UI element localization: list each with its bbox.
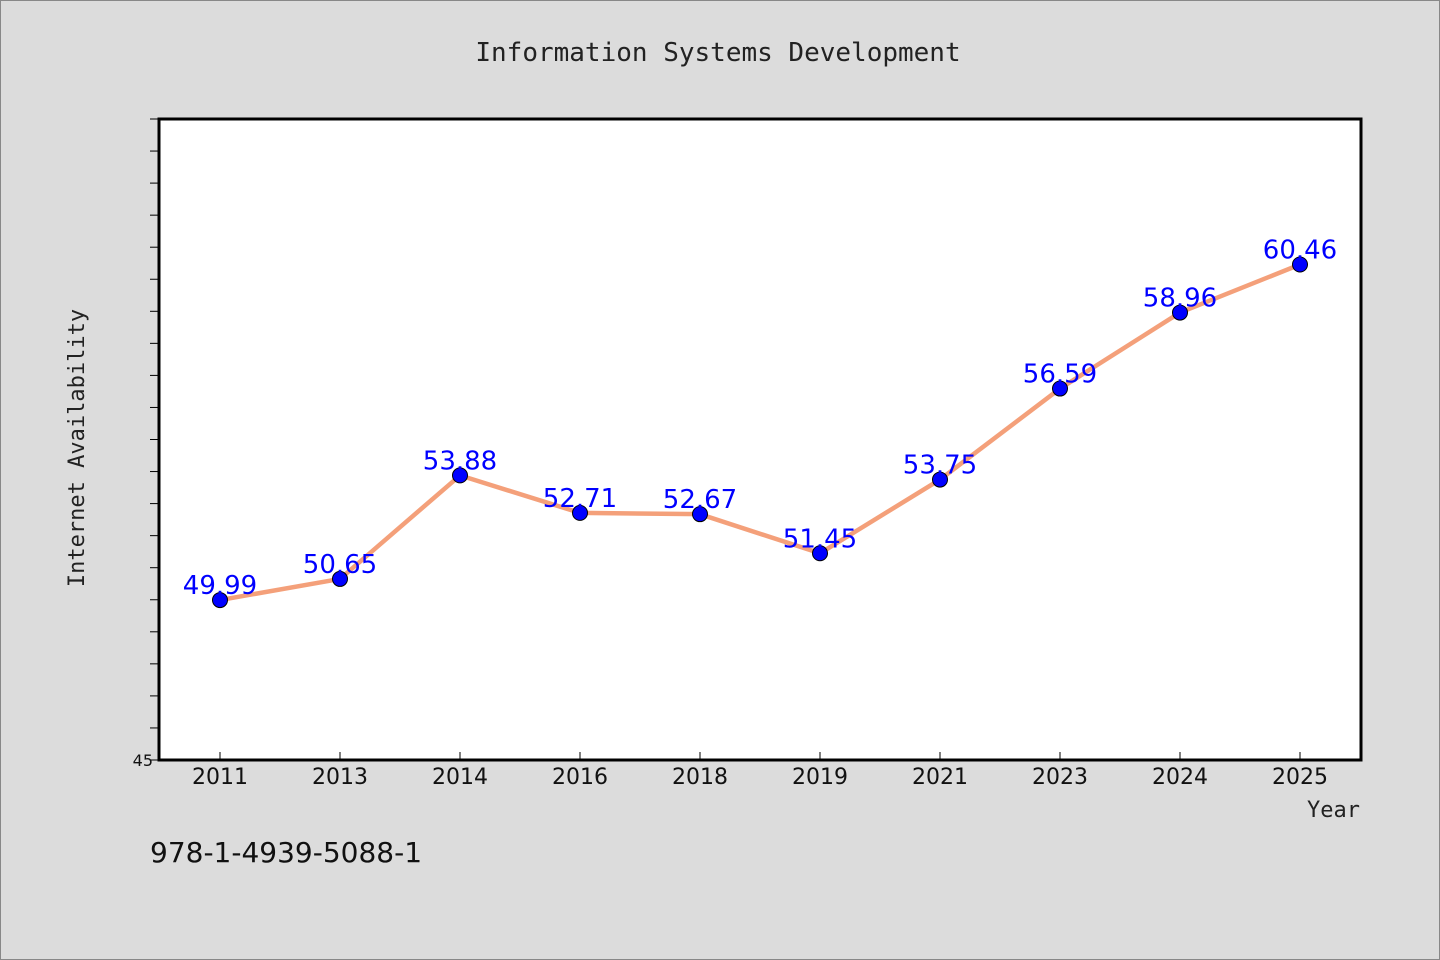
series-layer: 49.99 50.65 53.88 52.71 52.67 51.45 53.75 56.59…: [183, 236, 1337, 609]
chart-title: Information Systems Development: [475, 38, 960, 68]
x-tick-label: 2023: [1032, 765, 1088, 790]
data-label: 49.99: [183, 571, 257, 601]
data-label: 60.46: [1263, 236, 1337, 266]
data-point: [1292, 256, 1308, 273]
x-tick-label: 2021: [912, 765, 968, 790]
data-label: 50.65: [303, 550, 377, 580]
data-point: [692, 506, 708, 523]
data-point: [212, 592, 228, 609]
isbn-text: 978-1-4939-5088-1: [150, 836, 422, 869]
data-label: 53.75: [903, 451, 977, 481]
plot-area: [157, 117, 1363, 762]
x-tick-label: 2016: [552, 765, 608, 790]
data-label: 53.88: [423, 446, 497, 476]
x-tick-label: 2019: [792, 765, 848, 790]
x-axis-label: Year: [1307, 798, 1360, 823]
data-point: [1052, 380, 1068, 397]
x-tick-label: 2011: [192, 765, 248, 790]
x-tick-label: 2024: [1152, 765, 1208, 790]
x-axis-ticks: 2011 2013 2014 2016 2018 2019 2021 2023 2024 2025: [192, 752, 1328, 790]
x-tick-label: 2018: [672, 765, 728, 790]
y-axis-label: Internet Availability: [65, 309, 90, 587]
data-point: [1172, 304, 1188, 321]
x-tick-label: 2014: [432, 765, 488, 790]
data-label: 56.59: [1023, 360, 1097, 390]
y-tick-label: 45: [133, 751, 153, 770]
y-axis-ticks: 45: [133, 118, 159, 770]
data-point: [452, 467, 468, 484]
data-point: [932, 471, 948, 488]
data-point: [332, 570, 348, 587]
data-point: [812, 545, 828, 562]
x-tick-label: 2013: [312, 765, 368, 790]
data-label: 58.96: [1143, 284, 1217, 314]
x-tick-label: 2025: [1272, 765, 1328, 790]
data-label: 52.67: [663, 485, 737, 515]
series-line: [217, 262, 1303, 603]
data-label: 52.71: [543, 484, 617, 514]
data-point: [572, 504, 588, 521]
data-label: 51.45: [783, 524, 857, 554]
